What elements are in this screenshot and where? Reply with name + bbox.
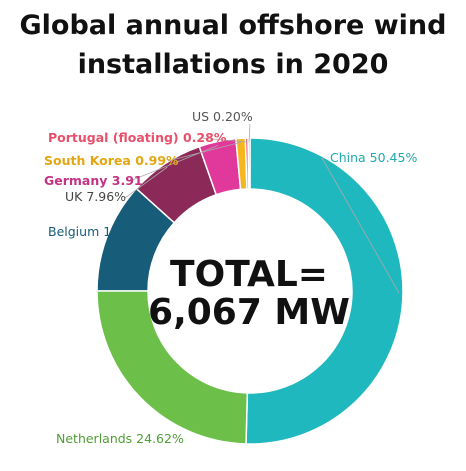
leader-line-germany (129, 145, 219, 182)
donut-slices (96, 137, 404, 445)
slice-label-netherlands: Netherlands 24.62% (56, 431, 184, 446)
chart-title-line-2: installations in 2020 (77, 49, 389, 80)
slice-china (245, 137, 404, 445)
leader-line-china (321, 157, 400, 294)
slice-label-south-korea: South Korea 0.99% (44, 153, 179, 168)
slice-us (247, 137, 251, 190)
leader-line-portugal (199, 137, 247, 143)
leader-line-us (248, 123, 251, 143)
leader-lines (124, 123, 400, 294)
chart-title-line-1: Global annual offshore wind (19, 10, 447, 41)
slice-labels: China 50.45% Netherlands 24.62% Belgium 1 U… (44, 109, 417, 446)
total-label-line-1: TOTAL= (170, 254, 328, 295)
total-label-line-2: 6,067 MW (148, 292, 350, 333)
slice-label-china: China 50.45% (330, 150, 417, 165)
slice-label-us: US 0.20% (192, 109, 253, 124)
leader-line-uk (124, 166, 168, 199)
slice-label-belgium: Belgium 1 (48, 224, 111, 239)
chart-title: Global annual offshore wind installation… (0, 6, 466, 84)
leader-line-south-korea (167, 141, 241, 162)
slice-label-uk: UK 7.96% (65, 189, 126, 204)
slice-label-portugal: Portugal (floating) 0.28% (48, 130, 227, 145)
slice-label-germany: Germany 3.91 (44, 173, 143, 188)
